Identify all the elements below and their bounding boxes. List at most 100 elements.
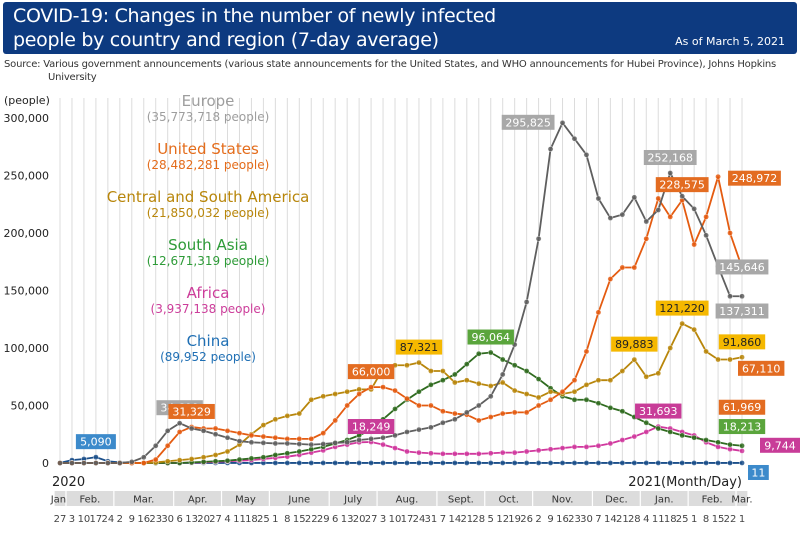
callout-china: 5,090 [75, 434, 116, 450]
data-point [440, 408, 446, 415]
data-point [475, 417, 482, 424]
data-point [487, 460, 494, 466]
callout-united-states: 248,972 [728, 170, 781, 186]
data-point [607, 377, 614, 384]
data-point [452, 371, 458, 378]
data-point [523, 299, 530, 305]
data-point [440, 419, 446, 426]
x-tick-label: 25 [257, 514, 270, 525]
data-point [356, 437, 362, 443]
data-point [727, 356, 733, 363]
data-point [57, 460, 63, 466]
y-axis-title: (people) [4, 94, 50, 107]
data-point [320, 441, 327, 447]
data-point [176, 429, 183, 435]
data-point [499, 410, 506, 417]
data-point [308, 441, 315, 448]
callout-central-and-south-america: 89,883 [611, 336, 658, 352]
callout-europe: 252,168 [643, 150, 697, 166]
callout-label: 5,090 [80, 436, 112, 449]
data-point [428, 460, 434, 466]
x-tick-label: 24 [413, 514, 426, 525]
data-point [571, 460, 578, 466]
data-point [404, 362, 410, 369]
data-point [320, 430, 327, 436]
month-band [640, 491, 688, 506]
month-label: July [343, 495, 362, 506]
month-band [174, 491, 221, 506]
data-point [583, 444, 590, 450]
data-point [320, 393, 327, 400]
data-point [511, 449, 518, 456]
x-tick-label: 3 [380, 514, 386, 525]
data-point [511, 460, 518, 466]
x-tick-label: 24 [101, 514, 114, 525]
callout-box [75, 434, 116, 450]
x-tick-label: 20 [353, 514, 366, 525]
data-point [475, 380, 482, 387]
data-point [511, 387, 518, 394]
data-point [631, 460, 638, 466]
data-point [464, 450, 470, 457]
year-label: 2020 [52, 475, 85, 490]
data-point [583, 381, 590, 388]
as-of-date: As of March 5, 2021 [675, 35, 785, 48]
month-band [222, 491, 269, 506]
data-point [583, 396, 590, 403]
data-point [236, 430, 243, 436]
data-point [416, 426, 422, 433]
x-tick-label: 2 [535, 514, 541, 525]
callout-united-states: 66,000 [347, 364, 395, 380]
data-point [571, 396, 578, 403]
data-point [727, 293, 733, 300]
data-point [487, 414, 494, 420]
callout-label: 18,213 [723, 421, 762, 434]
data-point [440, 450, 446, 457]
x-tick-label: 9 [547, 514, 553, 525]
data-point [595, 442, 602, 449]
x-tick-label: 27 [54, 514, 67, 525]
data-point [284, 460, 291, 466]
source-line-2: University [48, 72, 97, 83]
callout-box [718, 419, 766, 435]
month-label: Aug. [396, 495, 419, 506]
data-point [416, 359, 422, 366]
callout-label: 252,168 [647, 152, 693, 165]
x-tick-label: 7 [440, 514, 446, 525]
month-label: Jan. [50, 495, 70, 506]
data-point [523, 409, 530, 416]
data-point [487, 383, 494, 389]
data-point [380, 460, 386, 466]
data-point [464, 460, 470, 466]
callout-box [655, 177, 709, 193]
data-point [464, 377, 470, 384]
data-point [619, 264, 626, 271]
callout-box [347, 364, 395, 380]
x-tick-label: 18 [245, 514, 258, 525]
callout-central-and-south-america: 91,860 [718, 334, 766, 350]
data-point [475, 350, 482, 357]
data-point [356, 460, 362, 466]
x-tick-label: 27 [365, 514, 378, 525]
data-point [236, 456, 243, 463]
callout-box [467, 329, 514, 345]
callout-europe: 145,646 [715, 259, 769, 275]
callout-south-asia: 96,064 [467, 329, 514, 345]
data-point [464, 361, 470, 367]
callout-box [760, 437, 800, 453]
data-point [595, 377, 602, 384]
data-point [272, 440, 279, 447]
data-point [691, 206, 697, 212]
data-point [511, 362, 518, 369]
data-point [619, 460, 626, 466]
data-point [559, 120, 566, 126]
data-point [260, 433, 267, 440]
data-point [523, 368, 530, 374]
data-point [547, 446, 554, 453]
data-point [428, 402, 434, 409]
data-point [452, 410, 458, 417]
data-point [703, 214, 709, 220]
data-point [344, 460, 350, 466]
callout-label: 11 [751, 466, 765, 479]
